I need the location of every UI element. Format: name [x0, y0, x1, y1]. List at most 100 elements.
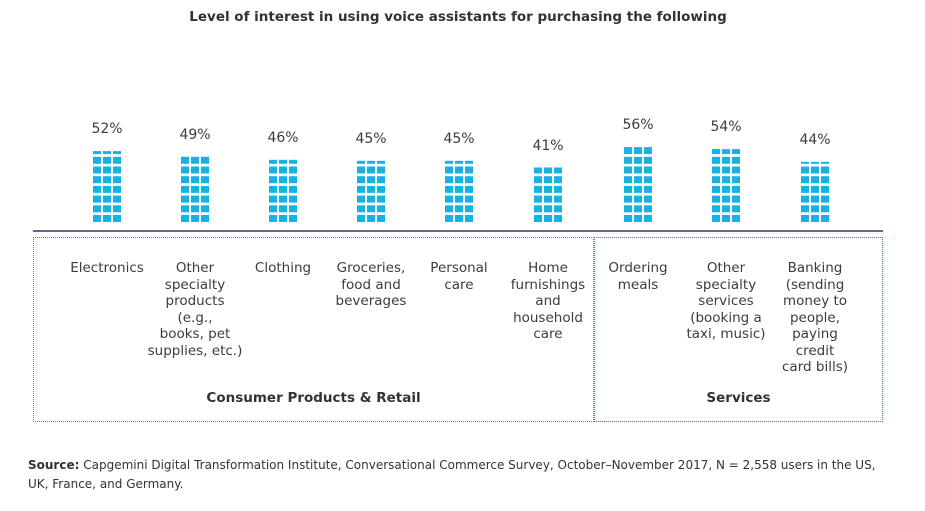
bar-square — [801, 166, 809, 174]
bar-square — [644, 185, 652, 193]
category-label: Banking (sending money to people, paying cred… — [766, 260, 864, 376]
bar-square — [821, 195, 829, 203]
category-label-line: specialty — [695, 276, 757, 293]
bar-square — [732, 156, 740, 164]
bar-square — [544, 215, 552, 222]
bar — [712, 149, 740, 222]
bar-square — [113, 166, 121, 174]
bar-square — [445, 176, 453, 184]
category-label-line: Clothing — [254, 260, 312, 276]
bar-square-partial — [821, 161, 829, 164]
bar-square — [801, 195, 809, 203]
bar-square — [191, 195, 199, 203]
category-label-line: (booking a — [690, 309, 762, 326]
bar-square — [624, 205, 632, 213]
bar-square — [181, 215, 189, 222]
bar-square — [357, 215, 365, 222]
value-label: 56% — [622, 117, 654, 134]
bar-square — [377, 205, 385, 213]
bar-square — [181, 195, 189, 203]
value-label: 46% — [267, 129, 299, 146]
bar-square — [544, 185, 552, 193]
bar-square — [544, 205, 552, 213]
services-group-box — [594, 237, 883, 422]
bar-square — [554, 185, 562, 193]
bar-square-partial — [103, 151, 111, 155]
category-label-line: care — [533, 326, 563, 342]
bar-square — [712, 215, 720, 222]
bar-square — [191, 176, 199, 184]
bar-square — [269, 195, 277, 203]
bar-square — [113, 195, 121, 203]
bar-square — [367, 205, 375, 213]
category-label-line: books, pet — [159, 326, 231, 342]
bar-square — [191, 166, 199, 174]
bar-square — [465, 166, 473, 174]
bar-square — [732, 176, 740, 184]
bar-square — [445, 166, 453, 174]
bar-square — [624, 166, 632, 174]
bar-square — [722, 215, 730, 222]
bar-square — [554, 195, 562, 203]
bar-square-partial — [113, 151, 121, 155]
bar-square — [465, 215, 473, 222]
bar-square-partial — [712, 149, 720, 155]
bar-square — [634, 195, 642, 203]
bar-square — [634, 215, 642, 222]
bar-square — [181, 185, 189, 193]
bar-square — [712, 195, 720, 203]
group-label-services: Services — [706, 390, 771, 406]
category-label-line: Other — [175, 260, 215, 276]
category-label-line: Groceries, — [336, 260, 406, 276]
chart-title: Level of interest in using voice assista… — [189, 9, 727, 25]
bar-square — [821, 215, 829, 222]
group-label-consumer: Consumer Products & Retail — [206, 390, 421, 406]
bar-square — [811, 195, 819, 203]
bar-square — [722, 176, 730, 184]
bar-square-partial — [445, 160, 453, 164]
category-label-line: products (e.g., — [165, 293, 225, 326]
bar-square — [732, 166, 740, 174]
bar-square-partial — [455, 160, 463, 164]
bar-square — [455, 215, 463, 222]
bar-square — [544, 195, 552, 203]
bar-square — [279, 205, 287, 213]
bar-square — [191, 156, 199, 164]
bar-square — [357, 205, 365, 213]
bar — [357, 160, 385, 222]
bar — [624, 147, 652, 222]
category-label-line: Personal — [430, 260, 488, 276]
bar-square — [732, 205, 740, 213]
bar-square — [367, 176, 375, 184]
bar-square — [722, 166, 730, 174]
bar-square — [377, 166, 385, 174]
bar-square — [455, 205, 463, 213]
bar — [445, 160, 473, 222]
bar-square-partial — [811, 161, 819, 164]
category-label-line: Banking — [787, 260, 843, 276]
bar-square — [554, 176, 562, 184]
bar-square — [201, 185, 209, 193]
category-label-line: household — [513, 309, 583, 326]
bar-square — [644, 195, 652, 203]
bar-square — [544, 176, 552, 184]
bar-square — [93, 215, 101, 222]
value-label: 45% — [355, 130, 387, 147]
value-label: 52% — [91, 121, 123, 138]
bar — [181, 156, 209, 222]
bar-square — [455, 176, 463, 184]
bar-square — [811, 205, 819, 213]
bar-square — [821, 166, 829, 174]
bar-square — [722, 156, 730, 164]
bar-square — [445, 205, 453, 213]
bar-square — [279, 185, 287, 193]
category-label: Groceries, food and beverages — [322, 260, 420, 310]
bar-square — [445, 185, 453, 193]
bar-square — [201, 156, 209, 164]
category-label-line: card bills) — [782, 359, 848, 375]
bar-square — [712, 185, 720, 193]
bar-square — [554, 205, 562, 213]
bar-square — [712, 166, 720, 174]
bar-square — [624, 215, 632, 222]
category-label: Clothing — [234, 260, 332, 277]
